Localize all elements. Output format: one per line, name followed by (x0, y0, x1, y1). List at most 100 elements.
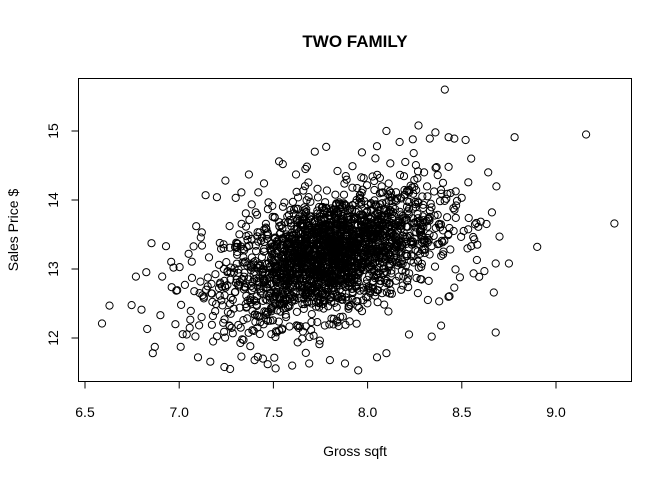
data-point (439, 250, 448, 259)
data-point (220, 362, 229, 372)
data-point (332, 303, 341, 312)
data-point (270, 265, 280, 274)
x-tick-label: 7.5 (264, 404, 284, 420)
x-tick-label: 7.0 (169, 404, 189, 420)
data-point (299, 262, 308, 271)
data-point (142, 268, 151, 277)
data-point (425, 250, 434, 259)
data-point (487, 208, 496, 217)
data-point (272, 263, 281, 272)
data-point (257, 253, 266, 262)
data-point (259, 179, 269, 188)
data-point (431, 128, 440, 137)
data-point (254, 188, 263, 197)
data-point (370, 176, 379, 186)
data-point (332, 243, 341, 252)
data-point (301, 164, 310, 174)
data-point (295, 212, 304, 221)
data-point (432, 163, 441, 172)
data-point (312, 273, 321, 282)
data-point (298, 300, 307, 309)
data-point (354, 226, 363, 235)
data-point (290, 205, 299, 214)
data-point (219, 243, 228, 253)
data-point (280, 198, 289, 207)
data-point (443, 213, 452, 222)
data-point (272, 300, 281, 309)
data-point (444, 162, 453, 171)
data-point (197, 228, 206, 237)
data-point (345, 240, 354, 249)
data-point (437, 251, 446, 260)
data-point (241, 222, 251, 231)
data-point (440, 85, 449, 94)
data-point (298, 334, 307, 343)
data-point (333, 252, 342, 261)
data-point (332, 199, 341, 209)
data-point (372, 235, 381, 245)
data-point (359, 174, 368, 183)
data-point (158, 272, 167, 281)
data-point (313, 318, 322, 327)
data-point (269, 250, 279, 259)
data-point (384, 255, 393, 264)
data-point (187, 257, 196, 266)
data-point (366, 206, 375, 215)
data-point (414, 121, 423, 130)
data-point (196, 233, 205, 242)
data-point (316, 244, 325, 253)
data-point (196, 277, 205, 286)
data-point (402, 202, 412, 211)
data-point (313, 282, 322, 291)
data-point (382, 198, 391, 207)
data-point (342, 201, 351, 210)
data-point (242, 303, 251, 312)
data-point (373, 216, 382, 225)
data-point (193, 353, 203, 362)
data-point (182, 330, 191, 339)
data-point (367, 226, 376, 235)
data-point (316, 251, 325, 260)
data-point (378, 253, 387, 262)
data-point (267, 330, 276, 339)
data-point (376, 229, 385, 238)
data-point (348, 289, 357, 298)
data-point (332, 281, 342, 290)
data-point (409, 149, 418, 158)
data-point (352, 297, 361, 306)
data-point (232, 238, 241, 247)
data-point (451, 265, 460, 274)
data-point (301, 254, 310, 263)
data-point (245, 215, 254, 224)
data-point (348, 183, 357, 192)
data-point (344, 209, 353, 218)
data-point (407, 251, 416, 260)
data-point (286, 231, 295, 240)
data-point (241, 257, 250, 266)
data-point (178, 330, 187, 339)
data-point (482, 219, 491, 229)
data-point (387, 266, 396, 275)
data-point (246, 298, 255, 307)
data-point (211, 270, 220, 279)
data-point (244, 170, 253, 179)
data-point (246, 342, 255, 351)
data-point (393, 221, 402, 230)
data-point (260, 276, 269, 285)
data-point (413, 210, 422, 219)
data-point (387, 235, 397, 244)
data-point (399, 228, 408, 237)
data-point (127, 301, 136, 310)
data-point (365, 256, 375, 265)
data-point (332, 231, 341, 240)
data-point (143, 324, 152, 334)
data-point (191, 332, 200, 341)
data-point (197, 313, 206, 322)
data-point (226, 364, 235, 374)
data-point (307, 212, 316, 221)
data-point (378, 264, 387, 273)
data-point (409, 189, 418, 198)
data-point (333, 166, 342, 176)
data-point (230, 288, 239, 297)
data-point (435, 297, 444, 306)
